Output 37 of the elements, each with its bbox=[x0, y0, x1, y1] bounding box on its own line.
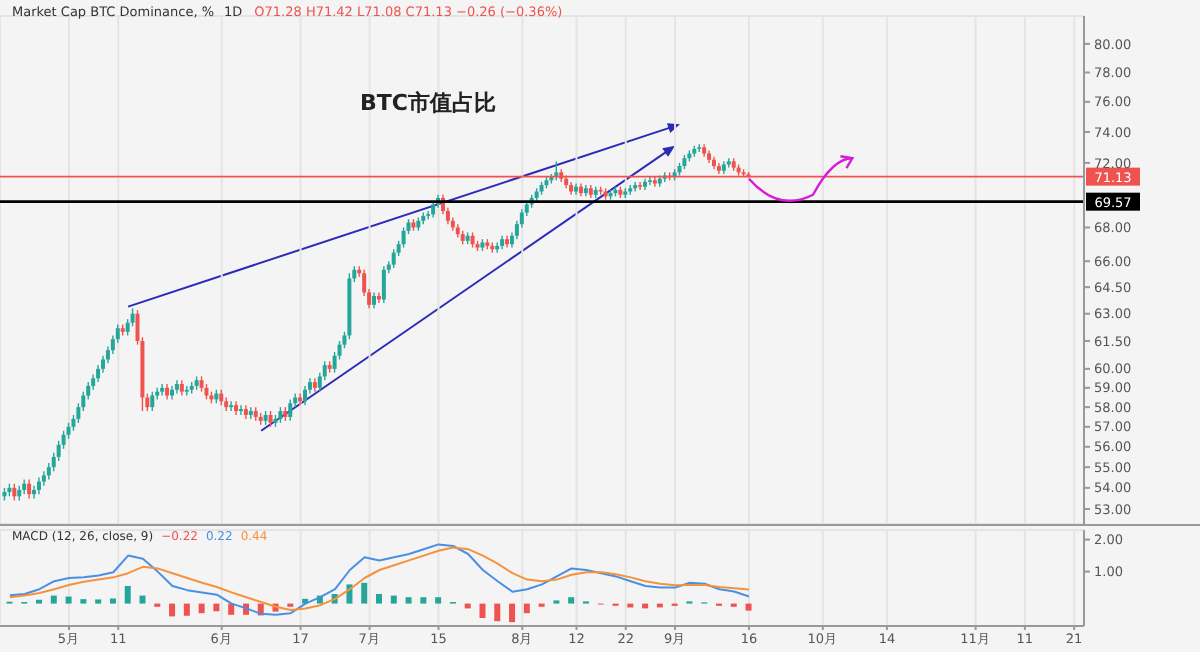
bar bbox=[435, 597, 442, 604]
bar bbox=[109, 598, 116, 604]
candlestick bbox=[401, 226, 406, 249]
candlestick bbox=[381, 265, 386, 304]
candlestick bbox=[391, 248, 396, 269]
bar bbox=[390, 595, 397, 604]
candlestick bbox=[238, 404, 243, 416]
bar bbox=[376, 594, 383, 604]
bar bbox=[198, 603, 205, 614]
bar bbox=[509, 603, 516, 623]
candlestick bbox=[27, 478, 32, 500]
bar bbox=[745, 603, 752, 611]
candlestick bbox=[638, 181, 643, 191]
bar bbox=[405, 597, 412, 604]
candlestick bbox=[150, 390, 155, 412]
candlestick bbox=[633, 181, 638, 193]
bar bbox=[494, 603, 501, 622]
bar bbox=[183, 603, 190, 616]
bar bbox=[169, 603, 176, 617]
candlestick bbox=[229, 400, 234, 412]
bar bbox=[523, 603, 530, 614]
candlestick bbox=[303, 385, 308, 406]
bar bbox=[139, 595, 146, 604]
annotation: BTC市值占比 bbox=[360, 88, 496, 118]
bar bbox=[213, 603, 220, 612]
candlestick bbox=[160, 383, 165, 397]
bar bbox=[361, 582, 368, 604]
bar bbox=[124, 586, 131, 604]
bar bbox=[65, 596, 72, 604]
candlestick bbox=[288, 398, 293, 422]
bar bbox=[228, 603, 235, 615]
candlestick bbox=[248, 406, 253, 420]
bar bbox=[568, 597, 575, 604]
bar bbox=[420, 597, 427, 604]
bar bbox=[479, 603, 486, 618]
bar bbox=[50, 595, 57, 604]
candlestick bbox=[647, 176, 652, 186]
